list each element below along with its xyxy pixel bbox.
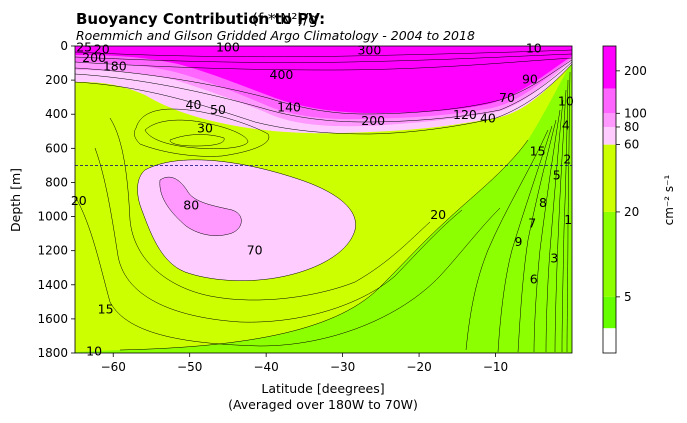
colorbar-tick-label: 200 <box>624 64 647 78</box>
colorbar-segment <box>603 46 616 89</box>
chart-title: Buoyancy Contribution to PV: <box>76 10 326 28</box>
y-axis: 0 200 400 600 800 1000 1200 1400 1600 1800 <box>37 39 75 360</box>
contour-label: 2 <box>563 151 571 166</box>
colorbar-tick-label: 20 <box>624 205 639 219</box>
contour-label: 200 <box>361 113 385 128</box>
y-tick-label: 400 <box>45 107 68 121</box>
x-tick-label: −50 <box>177 360 202 374</box>
contour-label: 25 <box>76 40 92 55</box>
x-axis-label: Latitude [deegrees] <box>261 381 384 396</box>
contour-label: 300 <box>357 42 381 57</box>
contour-label: 10 <box>86 343 102 358</box>
contour-label: 140 <box>277 99 301 114</box>
contour-label: 6 <box>530 272 538 287</box>
contour-label: 100 <box>216 40 240 55</box>
contour-label: 70 <box>247 243 263 258</box>
colorbar-segment <box>603 328 616 353</box>
x-axis: −60 −50 −40 −30 −20 −10 <box>101 353 508 374</box>
contour-label: 30 <box>197 121 213 136</box>
contour-label: 40 <box>186 97 202 112</box>
colorbar-tick-label: 100 <box>624 106 647 120</box>
band-80-100-core <box>159 177 242 236</box>
contour-label: 200 <box>82 50 106 65</box>
band-150-300 <box>75 46 572 113</box>
y-tick-label: 600 <box>45 141 68 155</box>
y-tick-label: 800 <box>45 175 68 189</box>
contour-label: 90 <box>522 71 538 86</box>
contour-label: 10 <box>558 93 574 108</box>
contour-label: 70 <box>499 90 515 105</box>
x-tick-label: −20 <box>406 360 431 374</box>
contour-label: 15 <box>530 144 546 159</box>
contour-label: 5 <box>553 168 561 183</box>
x-axis-label-note: (Averaged over 180W to 70W) <box>228 397 418 412</box>
y-tick-label: 1000 <box>37 210 68 224</box>
y-tick-label: 200 <box>45 73 68 87</box>
contour-label: 50 <box>210 102 226 117</box>
contour-label: 40 <box>480 110 496 125</box>
contour-label: 120 <box>453 107 477 122</box>
y-tick-label: 0 <box>60 39 68 53</box>
colorbar-segment <box>603 126 616 145</box>
chart-title-formula: (f * N²)/g <box>252 10 318 28</box>
y-tick-label: 1600 <box>37 312 68 326</box>
contour-label: 3 <box>550 250 558 265</box>
x-tick-label: −10 <box>483 360 508 374</box>
contour-lines <box>75 49 572 353</box>
colorbar-tick-label: 80 <box>624 120 639 134</box>
contour-fill <box>75 46 572 353</box>
x-tick-label: −60 <box>101 360 126 374</box>
colorbar-label: cm⁻² s⁻¹ <box>662 174 676 225</box>
contour-label: 4 <box>562 117 570 132</box>
chart-subtitle: Roemmich and Gilson Gridded Argo Climato… <box>76 28 475 43</box>
band-60-80-deep <box>137 159 356 281</box>
contour-label: 9 <box>515 234 523 249</box>
colorbar-tick-label: 60 <box>624 138 639 152</box>
contour-label: 20 <box>94 41 110 56</box>
colorbar-frame <box>602 45 617 354</box>
contour-label: 7 <box>528 215 536 230</box>
x-tick-label: −40 <box>253 360 278 374</box>
colorbar-segment <box>603 144 616 212</box>
contour-label: 20 <box>71 193 87 208</box>
contour-label: 80 <box>183 197 199 212</box>
colorbar-segment <box>603 88 616 114</box>
plot-frame <box>74 45 573 354</box>
y-tick-label: 1800 <box>37 346 68 360</box>
colorbar-tick-label: 5 <box>624 290 632 304</box>
y-tick-label: 1200 <box>37 244 68 258</box>
contour-label: 20 <box>430 207 446 222</box>
colorbar-segment <box>603 113 616 127</box>
contour-label: 10 <box>526 41 542 56</box>
y-tick-label: 1400 <box>37 278 68 292</box>
colorbar-segment <box>603 296 616 329</box>
contour-label: 15 <box>98 302 114 317</box>
contour-label: 180 <box>103 58 127 73</box>
x-tick-label: −30 <box>330 360 355 374</box>
y-axis-label: Depth [m] <box>8 168 23 232</box>
colorbar-segment <box>603 211 616 297</box>
contour-label: 400 <box>270 67 294 82</box>
contour-label: 1 <box>564 212 572 227</box>
contour-label: 8 <box>539 195 547 210</box>
